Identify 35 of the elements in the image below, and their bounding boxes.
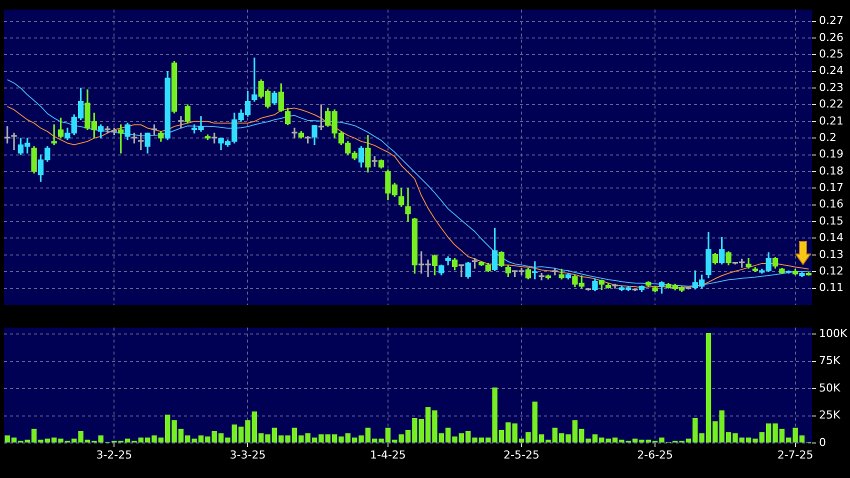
y-tick-label: 0.23 — [819, 80, 844, 94]
y-tick-label: 0.22 — [819, 98, 844, 111]
y-tick-label: 0.16 — [819, 198, 844, 211]
y-tick-label: 0.26 — [819, 30, 844, 44]
x-tick-label: 3-3-25 — [230, 448, 266, 462]
y-tick-label: 0.17 — [819, 181, 844, 194]
y-tick-label: 0 — [819, 436, 826, 449]
x-tick-label: 1-4-25 — [370, 448, 406, 462]
candlestick — [104, 126, 110, 134]
x-tick-label: 2-7-25 — [777, 448, 814, 462]
x-tick-label: 3-2-25 — [96, 448, 132, 462]
y-tick-label: 0.19 — [819, 148, 844, 161]
y-tick-label: 0.13 — [819, 248, 844, 261]
y-tick-label: 75K — [819, 354, 841, 368]
candlestick — [178, 116, 184, 128]
y-tick-label: 0.18 — [819, 164, 844, 178]
y-tick-label: 0.27 — [819, 14, 844, 28]
y-tick-label: 0.21 — [819, 114, 844, 128]
y-tick-label: 0.24 — [819, 64, 844, 78]
candlestick — [538, 272, 544, 280]
x-tick-label: 2-5-25 — [504, 448, 540, 462]
y-tick-label: 100K — [819, 326, 848, 340]
candlestick — [405, 188, 411, 222]
y-tick-label: 0.2 — [819, 130, 836, 144]
y-tick-label: 0.14 — [819, 231, 844, 244]
y-tick-label: 0.11 — [819, 281, 844, 294]
y-tick-label: 0.12 — [819, 264, 844, 278]
y-tick-label: 50K — [819, 381, 841, 394]
candlestick — [11, 132, 17, 150]
candlestick — [292, 128, 298, 138]
y-tick-label: 0.25 — [819, 48, 844, 61]
y-tick-label: 25K — [819, 408, 841, 422]
x-tick-label: 2-6-25 — [637, 448, 674, 462]
candlestick — [458, 264, 464, 277]
y-tick-label: 0.15 — [819, 214, 844, 228]
